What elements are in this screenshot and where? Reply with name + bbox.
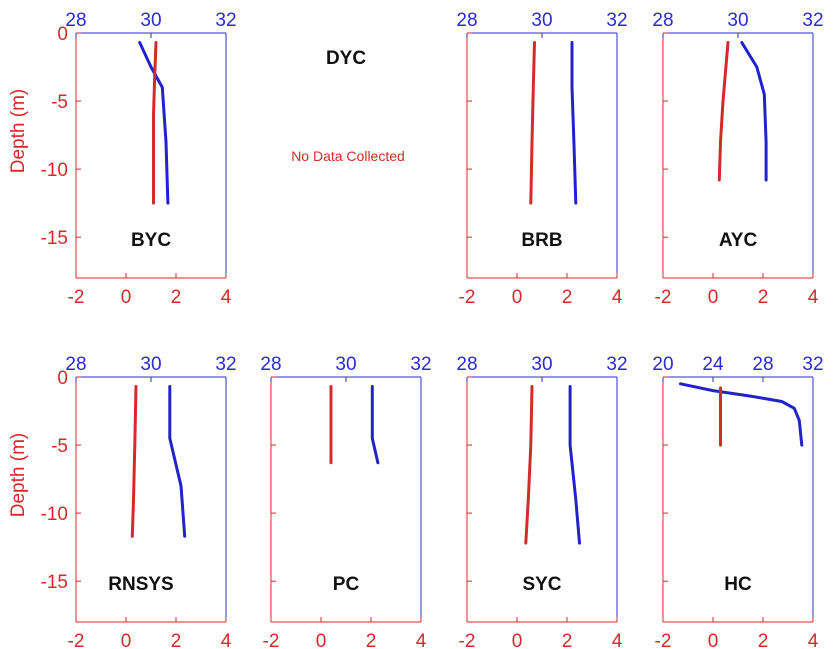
left-tick-label: -10 xyxy=(41,504,68,525)
top-tick-label: 30 xyxy=(531,354,552,375)
panel-label-rnsys: RNSYS xyxy=(108,574,173,595)
no-data-note: No Data Collected xyxy=(291,148,405,164)
bottom-tick-label: -2 xyxy=(459,631,476,649)
bottom-tick-label: -2 xyxy=(459,287,476,308)
panel-label-byc: BYC xyxy=(131,230,171,251)
top-tick-label: 32 xyxy=(215,10,236,31)
panel-label-ayc: AYC xyxy=(719,230,758,251)
top-tick-label: 28 xyxy=(752,354,773,375)
top-tick-label: 24 xyxy=(702,354,724,375)
left-tick-label: 0 xyxy=(57,24,68,45)
top-tick-label: 28 xyxy=(456,10,477,31)
blue-profile-brb xyxy=(570,41,578,205)
panel-label-hc: HC xyxy=(724,574,752,595)
bottom-tick-label: 2 xyxy=(562,287,573,308)
left-tick-label: -5 xyxy=(51,92,68,113)
bottom-tick-label: 2 xyxy=(171,631,182,649)
blue-profile-hc xyxy=(679,382,804,447)
top-tick-label: 28 xyxy=(260,354,281,375)
bottom-tick-label: -2 xyxy=(263,631,280,649)
bottom-tick-label: 2 xyxy=(366,631,377,649)
left-tick-label: -15 xyxy=(41,572,68,593)
y-axis-title: Depth (m) xyxy=(8,433,29,517)
bottom-tick-label: -2 xyxy=(68,631,85,649)
top-tick-label: 30 xyxy=(335,354,356,375)
bottom-tick-label: 4 xyxy=(416,631,427,649)
top-tick-label: 20 xyxy=(652,354,673,375)
top-tick-label: 28 xyxy=(652,10,673,31)
top-tick-label: 30 xyxy=(140,354,161,375)
bottom-tick-label: 2 xyxy=(562,631,573,649)
panel-label-dyc: DYC xyxy=(326,48,366,69)
bottom-tick-label: 4 xyxy=(808,631,819,649)
top-tick-label: 28 xyxy=(65,354,86,375)
bottom-tick-label: 4 xyxy=(612,287,623,308)
bottom-tick-label: 0 xyxy=(121,287,132,308)
bottom-tick-label: 0 xyxy=(708,287,719,308)
top-tick-label: 30 xyxy=(531,10,552,31)
y-axis-title: Depth (m) xyxy=(8,89,29,173)
bottom-tick-label: 0 xyxy=(316,631,327,649)
bottom-tick-label: -2 xyxy=(68,287,85,308)
blue-profile-rnsys xyxy=(168,385,187,538)
left-tick-label: -10 xyxy=(41,160,68,181)
top-tick-label: 32 xyxy=(410,354,431,375)
red-profile-brb xyxy=(529,41,536,205)
bottom-tick-label: 2 xyxy=(758,631,769,649)
bottom-tick-label: 2 xyxy=(758,287,769,308)
blue-profile-pc xyxy=(370,385,380,465)
bottom-tick-label: 0 xyxy=(512,631,523,649)
top-tick-label: 32 xyxy=(215,354,236,375)
top-tick-label: 32 xyxy=(606,354,627,375)
panel-label-brb: BRB xyxy=(521,230,562,251)
bottom-tick-label: 4 xyxy=(221,631,232,649)
red-profile-ayc xyxy=(717,41,730,182)
panel-label-pc: PC xyxy=(333,574,360,595)
bottom-tick-label: -2 xyxy=(655,287,672,308)
bottom-tick-label: 0 xyxy=(512,287,523,308)
red-profile-rnsys xyxy=(130,385,138,538)
blue-profile-ayc xyxy=(740,41,768,182)
top-tick-label: 32 xyxy=(606,10,627,31)
top-tick-label: 28 xyxy=(456,354,477,375)
panel-label-syc: SYC xyxy=(522,574,561,595)
bottom-tick-label: 0 xyxy=(121,631,132,649)
blue-profile-byc xyxy=(138,41,170,205)
top-tick-label: 32 xyxy=(802,10,823,31)
left-tick-label: -5 xyxy=(51,436,68,457)
bottom-tick-label: 2 xyxy=(171,287,182,308)
top-tick-label: 30 xyxy=(140,10,161,31)
bottom-tick-label: 0 xyxy=(708,631,719,649)
blue-profile-syc xyxy=(568,385,581,545)
bottom-tick-label: 4 xyxy=(808,287,819,308)
bottom-tick-label: 4 xyxy=(221,287,232,308)
red-profile-byc xyxy=(152,41,158,205)
bottom-tick-label: 4 xyxy=(612,631,623,649)
left-tick-label: 0 xyxy=(57,368,68,389)
top-tick-label: 28 xyxy=(65,10,86,31)
top-tick-label: 32 xyxy=(802,354,823,375)
top-tick-label: 30 xyxy=(727,10,748,31)
bottom-tick-label: -2 xyxy=(655,631,672,649)
left-tick-label: -15 xyxy=(41,228,68,249)
red-profile-syc xyxy=(524,385,534,545)
